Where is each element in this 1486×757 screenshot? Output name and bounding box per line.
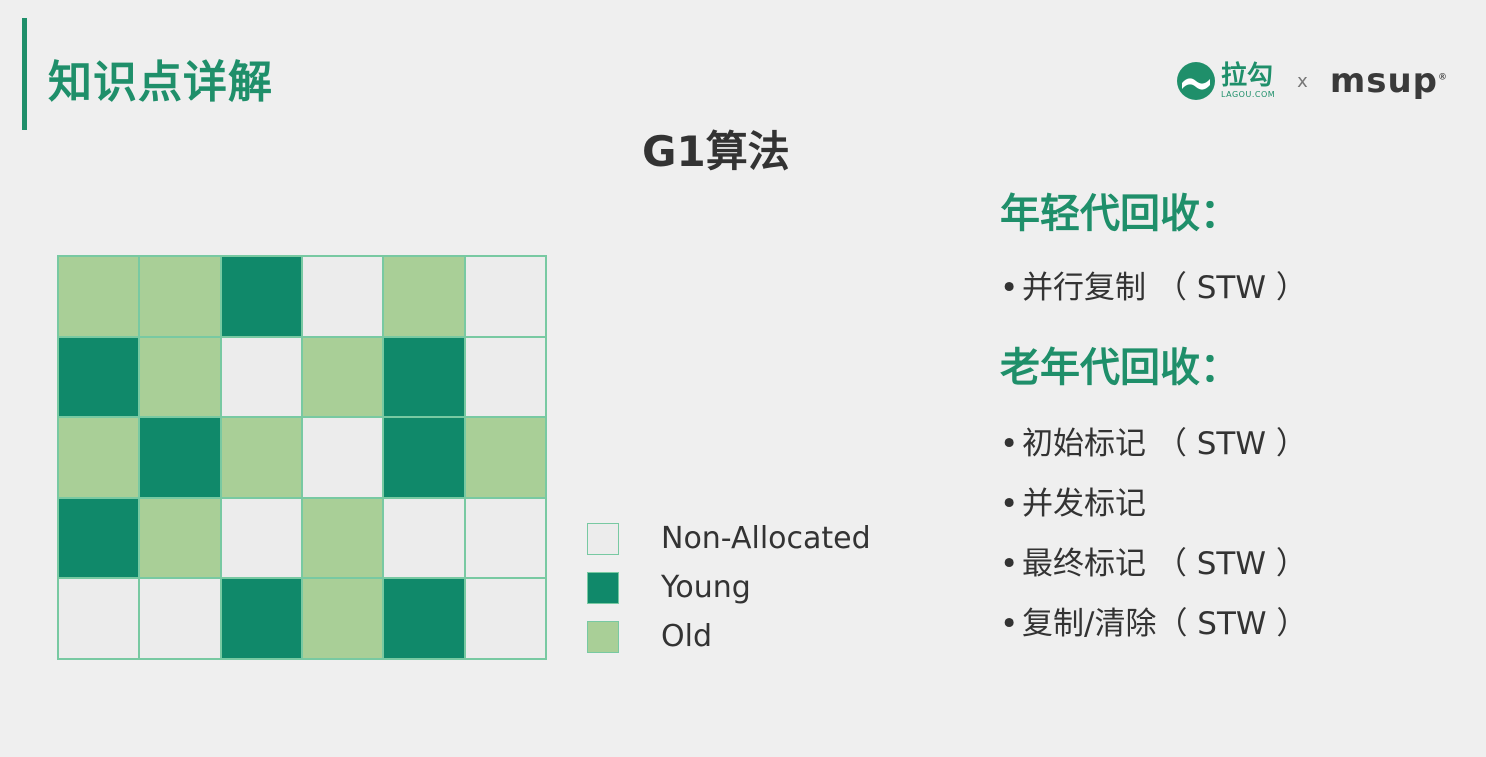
legend-label-young: Young	[661, 570, 751, 605]
region-cell-old	[302, 578, 384, 659]
region-cell-old	[58, 417, 140, 498]
region-cell-non-allocated	[220, 336, 302, 418]
old-gc-item-text: 初始标记 （ STW ）	[1022, 426, 1307, 462]
region-cell-non-allocated	[383, 497, 465, 579]
region-cell-non-allocated	[464, 336, 546, 418]
region-cell-non-allocated	[302, 417, 384, 498]
region-cell-non-allocated	[464, 256, 546, 337]
region-cell-young	[58, 497, 140, 579]
region-cell-young	[383, 336, 465, 418]
region-cell-young	[58, 336, 140, 418]
bullet-icon: •	[1000, 546, 1019, 582]
region-cell-old	[58, 256, 140, 337]
region-cell-young	[383, 578, 465, 659]
region-cell-non-allocated	[139, 578, 221, 659]
region-cell-non-allocated	[58, 578, 140, 659]
old-gc-item: • 复制/清除（ STW ）	[1000, 594, 1470, 654]
gc-phases-panel: 年轻代回收： • 并行复制 （ STW ） 老年代回收： • 初始标记 （ STW …	[1000, 186, 1470, 654]
region-cell-old	[302, 497, 384, 579]
old-gc-heading: 老年代回收：	[1000, 345, 1240, 391]
accent-bar	[22, 18, 27, 130]
legend-label-non-allocated: Non-Allocated	[661, 521, 871, 556]
legend: Non-Allocated Young Old	[587, 514, 871, 661]
young-gc-item: • 并行复制 （ STW ）	[1000, 258, 1470, 318]
bullet-icon: •	[1000, 426, 1019, 462]
legend-label-old: Old	[661, 619, 712, 654]
old-gc-item: • 初始标记 （ STW ）	[1000, 414, 1470, 474]
region-cell-young	[220, 256, 302, 337]
lagou-text: 拉勾 LAGOU.COM	[1221, 63, 1275, 99]
region-cell-non-allocated	[464, 578, 546, 659]
lagou-icon	[1177, 62, 1215, 100]
legend-swatch-young	[587, 571, 619, 604]
legend-item-young: Young	[587, 563, 871, 612]
region-cell-old	[139, 336, 221, 418]
young-gc-list: • 并行复制 （ STW ）	[1000, 258, 1470, 318]
heap-region-grid	[57, 255, 547, 660]
section-title: 知识点详解	[48, 57, 273, 108]
young-gc-heading: 年轻代回收：	[1000, 191, 1240, 237]
logo-area: 拉勾 LAGOU.COM x msup®	[1176, 58, 1448, 104]
region-cell-non-allocated	[464, 497, 546, 579]
legend-item-old: Old	[587, 612, 871, 661]
msup-registered-mark: ®	[1438, 72, 1449, 83]
old-gc-list: • 初始标记 （ STW ） • 并发标记 • 最终标记 （ STW ） • 复制/清除…	[1000, 414, 1470, 654]
lagou-logo: 拉勾 LAGOU.COM	[1176, 61, 1275, 101]
old-gc-item: • 最终标记 （ STW ）	[1000, 534, 1470, 594]
bullet-icon: •	[1000, 486, 1019, 522]
bullet-icon: •	[1000, 606, 1019, 642]
region-cell-old	[302, 336, 384, 418]
region-cell-old	[139, 497, 221, 579]
region-cell-old	[383, 256, 465, 337]
region-cell-non-allocated	[220, 497, 302, 579]
msup-text: msup	[1329, 61, 1439, 101]
lagou-cn: 拉勾	[1221, 61, 1274, 91]
bullet-icon: •	[1000, 270, 1019, 306]
region-cell-non-allocated	[302, 256, 384, 337]
diagram-title: G1算法	[642, 127, 790, 176]
region-cell-young	[139, 417, 221, 498]
legend-item-non-allocated: Non-Allocated	[587, 514, 871, 563]
region-cell-young	[383, 417, 465, 498]
old-gc-item-text: 复制/清除（ STW ）	[1022, 606, 1308, 642]
legend-swatch-old	[587, 620, 619, 653]
lagou-en: LAGOU.COM	[1221, 90, 1276, 99]
logo-separator: x	[1297, 70, 1308, 92]
legend-swatch-non-allocated	[587, 522, 619, 555]
young-gc-item-text: 并行复制 （ STW ）	[1022, 270, 1307, 306]
region-cell-old	[464, 417, 546, 498]
old-gc-item-text: 最终标记 （ STW ）	[1022, 546, 1307, 582]
region-cell-young	[220, 578, 302, 659]
old-gc-item-text: 并发标记	[1022, 486, 1146, 522]
region-cell-old	[139, 256, 221, 337]
region-cell-old	[220, 417, 302, 498]
msup-logo: msup®	[1330, 61, 1448, 101]
old-gc-item: • 并发标记	[1000, 474, 1470, 534]
